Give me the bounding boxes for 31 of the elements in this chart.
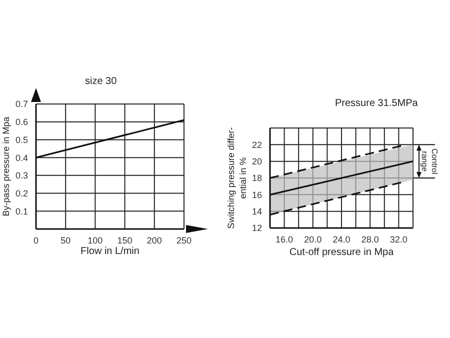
text: Control range: [420, 148, 439, 174]
x-axis-title: Cut-off pressure in Mpa: [289, 247, 394, 258]
y-tick-label: 0.2: [15, 188, 28, 198]
x-tick-label: 16.0: [276, 234, 294, 244]
y-tick-label: 22: [252, 140, 262, 150]
y-tick-label: 18: [252, 173, 262, 184]
chart-title: size 30: [85, 76, 118, 87]
y-tick-label: 0.7: [15, 99, 28, 110]
x-tick-label: 28.0: [361, 234, 379, 244]
y-tick-label: 16: [252, 190, 262, 200]
x-tick-label: 20.0: [304, 234, 322, 244]
y-tick-label: 12: [252, 223, 262, 234]
chart-title: Pressure 31.5MPa: [335, 98, 418, 109]
y-tick-label: 0.1: [15, 206, 28, 216]
y-tick-label: 14: [252, 206, 262, 217]
y-tick-label: 0.4: [15, 152, 28, 163]
y-axis-title: Switching pressure differ- ential in %: [226, 127, 248, 229]
x-tick-label: 250: [176, 235, 192, 246]
x-tick-label: 200: [146, 235, 162, 246]
x-axis-title: Flow in L/min: [80, 246, 140, 257]
y-tick-label: 20: [252, 156, 262, 167]
x-tick-label: 0: [33, 235, 39, 246]
x-tick-label: 50: [60, 235, 71, 246]
y-tick-label: 0.5: [15, 134, 28, 145]
x-tick-label: 24.0: [332, 234, 350, 244]
x-tick-label: 32.0: [390, 234, 408, 244]
y-tick-label: 0.6: [15, 117, 28, 128]
x-tick-label: 150: [117, 235, 132, 246]
y-tick-label: 0.3: [15, 170, 28, 181]
x-tick-label: 100: [88, 235, 103, 246]
y-axis-title: By-pass pressure in Mpa: [1, 116, 11, 216]
